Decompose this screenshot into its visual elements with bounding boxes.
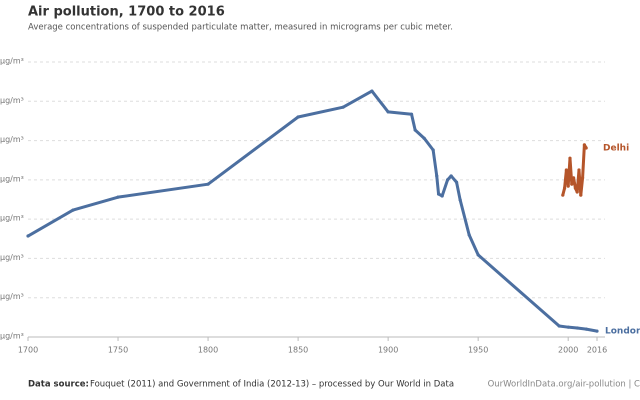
point: [561, 193, 565, 197]
point: [571, 176, 576, 180]
point: [422, 136, 426, 140]
point: [435, 174, 439, 178]
point: [467, 233, 471, 237]
y-tick-label: µg/m³: [0, 332, 24, 341]
point: [116, 195, 120, 199]
point: [26, 234, 30, 238]
point: [454, 180, 459, 184]
y-tick-label: µg/m³: [0, 135, 24, 144]
url: OurWorldInData.org/air-pollution | C: [488, 380, 640, 390]
point: [409, 112, 414, 116]
point: [566, 184, 570, 188]
point: [579, 193, 583, 197]
source-label: Data source:: [28, 380, 89, 390]
point: [580, 176, 585, 180]
point: [445, 178, 450, 182]
point: [370, 89, 374, 93]
point: [584, 146, 588, 150]
point: [436, 192, 441, 196]
point: [476, 253, 480, 257]
x-tick-label: 2016: [587, 346, 607, 355]
point: [386, 110, 390, 114]
line: [561, 143, 588, 197]
legend-label: Delhi: [603, 144, 629, 154]
x-tick-label: 1950: [468, 346, 488, 355]
y-tick-label: µg/m³: [0, 57, 24, 66]
point: [570, 182, 574, 186]
line: [27, 89, 598, 333]
point: [573, 186, 577, 190]
point: [582, 143, 586, 147]
point: [296, 115, 300, 119]
point: [557, 324, 561, 328]
point: [458, 198, 462, 202]
point: [566, 325, 570, 329]
point: [431, 148, 435, 152]
x-tick-label: 1850: [288, 346, 308, 355]
point: [206, 182, 210, 186]
chart-subtitle: Average concentrations of suspended part…: [28, 23, 453, 33]
point: [577, 168, 581, 172]
chart-title: Air pollution, 1700 to 2016: [28, 5, 225, 20]
y-tick-label: µg/m³: [0, 96, 24, 105]
point: [595, 329, 599, 333]
y-tick-label: µg/m³: [0, 174, 24, 183]
x-tick-label: 1700: [18, 346, 38, 355]
y-tick-label: µg/m³: [0, 253, 24, 262]
point: [564, 168, 568, 172]
point: [584, 327, 588, 331]
point: [568, 156, 572, 160]
legend-label: London: [605, 327, 640, 337]
x-tick-label: 1800: [198, 346, 218, 355]
x-tick-label: 1750: [108, 346, 128, 355]
point: [71, 208, 75, 212]
point: [562, 186, 567, 190]
point: [440, 194, 444, 198]
x-tick-label: 2000: [558, 346, 578, 355]
y-tick-label: µg/m³: [0, 214, 24, 223]
source: Fouquet (2011) and Government of India (…: [90, 380, 454, 390]
point: [341, 105, 345, 109]
point: [575, 190, 579, 194]
point: [575, 326, 579, 330]
x-tick-label: 1900: [378, 346, 398, 355]
point: [413, 128, 417, 132]
point: [449, 174, 453, 178]
y-tick-label: µg/m³: [0, 292, 24, 301]
